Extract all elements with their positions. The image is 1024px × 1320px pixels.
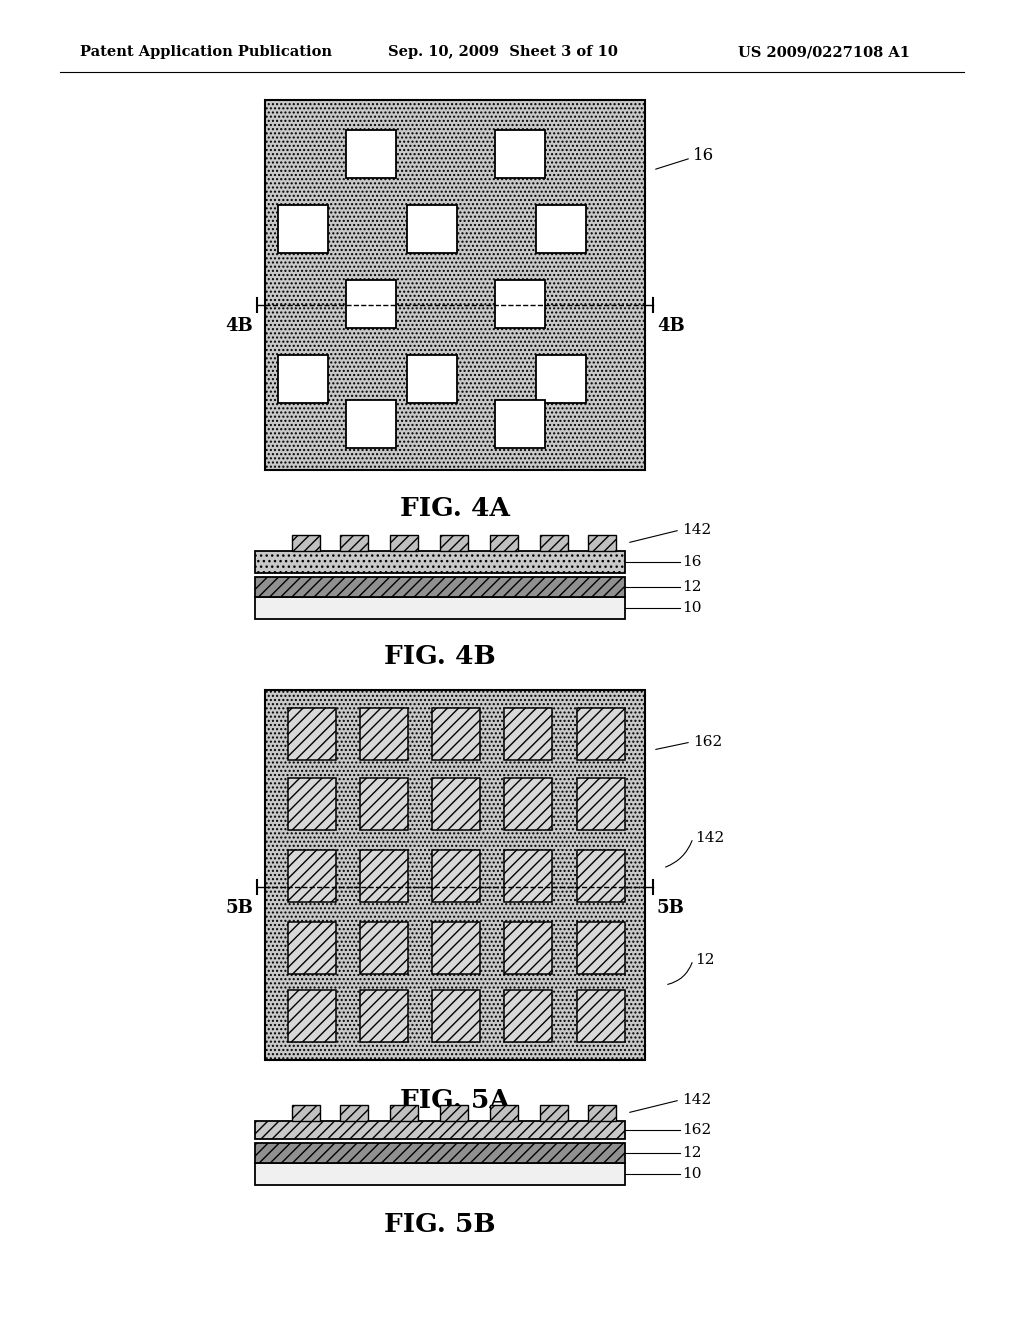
Bar [577,990,625,1041]
Text: 16: 16 [682,554,701,569]
Text: FIG. 5B: FIG. 5B [384,1213,496,1238]
Bar [255,1143,625,1163]
Bar [360,850,408,902]
Bar [255,550,625,573]
Bar [588,1105,616,1121]
Text: FIG. 4B: FIG. 4B [384,644,496,669]
Bar [288,777,336,830]
Text: 5B: 5B [225,899,253,917]
Text: FIG. 4A: FIG. 4A [400,495,510,520]
Text: 142: 142 [682,523,712,537]
Bar [265,690,645,1060]
Bar [540,1105,568,1121]
Bar [360,921,408,974]
Bar [505,850,552,902]
Bar [432,990,480,1041]
Bar [255,597,625,619]
Bar [577,921,625,974]
Text: US 2009/0227108 A1: US 2009/0227108 A1 [738,45,910,59]
Text: 12: 12 [682,579,701,594]
Bar [288,850,336,902]
Text: 12: 12 [695,953,715,968]
Bar [432,921,480,974]
Bar [340,535,368,550]
Text: Sep. 10, 2009  Sheet 3 of 10: Sep. 10, 2009 Sheet 3 of 10 [388,45,617,59]
Text: 16: 16 [693,148,714,165]
Text: 12: 12 [682,1146,701,1160]
Text: FIG. 5A: FIG. 5A [400,1088,510,1113]
Bar [360,777,408,830]
Bar [278,205,328,253]
Bar [408,205,457,253]
Text: 10: 10 [682,1167,701,1181]
Text: 5B: 5B [657,899,685,917]
Bar [577,708,625,760]
Bar [288,708,336,760]
Bar [390,1105,418,1121]
Bar [346,129,396,178]
Bar [440,535,468,550]
Bar [495,129,545,178]
Text: 4B: 4B [657,317,685,335]
Bar [255,1163,625,1185]
Bar [577,850,625,902]
Bar [265,100,645,470]
Text: 10: 10 [682,601,701,615]
Text: 162: 162 [682,1123,712,1137]
Bar [495,280,545,327]
Bar [432,708,480,760]
Bar [390,535,418,550]
Bar [288,990,336,1041]
Bar [495,400,545,447]
Bar [360,990,408,1041]
Bar [577,777,625,830]
Bar [292,535,319,550]
Bar [490,535,518,550]
Bar [408,355,457,403]
Bar [255,1121,625,1139]
Bar [346,280,396,327]
Bar [505,990,552,1041]
Text: 162: 162 [693,735,722,748]
Bar [292,1105,319,1121]
Text: 4B: 4B [225,317,253,335]
Bar [432,850,480,902]
Bar [255,577,625,597]
Text: 142: 142 [682,1093,712,1107]
Bar [360,708,408,760]
Bar [346,400,396,447]
Bar [537,355,587,403]
Bar [440,1105,468,1121]
Bar [540,535,568,550]
Bar [278,355,328,403]
Bar [537,205,587,253]
Bar [432,777,480,830]
Text: 142: 142 [695,832,724,845]
Bar [505,777,552,830]
Bar [288,921,336,974]
Bar [505,708,552,760]
Bar [588,535,616,550]
Bar [505,921,552,974]
Text: Patent Application Publication: Patent Application Publication [80,45,332,59]
Bar [490,1105,518,1121]
Bar [340,1105,368,1121]
